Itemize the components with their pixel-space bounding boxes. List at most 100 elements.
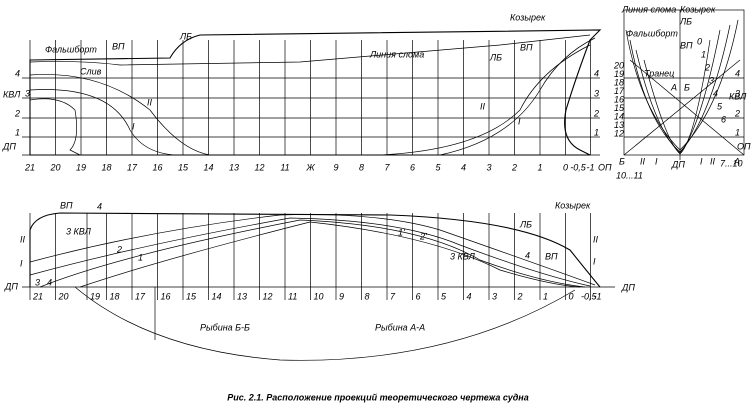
frame-label: 5 — [717, 101, 723, 111]
bottom-label: I — [700, 156, 703, 166]
station-label: 17 — [127, 162, 138, 172]
station-label: 7 — [384, 162, 390, 172]
label: 2' — [419, 231, 427, 241]
wl-label: 2 — [593, 108, 599, 118]
label: ВП — [545, 251, 558, 261]
wl-label: 2 — [14, 108, 20, 118]
station-label: 10 — [314, 291, 324, 301]
station-label: 16 — [161, 291, 171, 301]
wl-label: 1 — [594, 127, 599, 137]
label: 3 КВЛ — [66, 226, 92, 236]
curve — [79, 221, 581, 288]
station-label: 21 — [24, 162, 35, 172]
label: ДП — [621, 282, 635, 292]
label: II — [20, 234, 26, 244]
bottom-label: II — [640, 156, 646, 166]
station-label: 1 — [537, 162, 542, 172]
body-plan-frame — [623, 9, 745, 156]
curve — [29, 98, 81, 156]
wl-label: 1 — [735, 127, 740, 137]
label: I — [593, 256, 596, 266]
station-label: 4 — [467, 291, 472, 301]
station-label: 15 — [186, 291, 197, 301]
station-label: -1 — [594, 291, 602, 301]
wl-label: 3 — [735, 88, 740, 98]
deck-line — [29, 212, 601, 288]
label: А — [670, 82, 677, 92]
frame-label: 18 — [614, 77, 624, 87]
label: КВЛ — [729, 91, 747, 101]
curve — [29, 89, 181, 156]
drawing — [22, 9, 745, 361]
label: II — [480, 101, 486, 111]
station-label: 21 — [32, 291, 43, 301]
station-label: 0 — [569, 291, 574, 301]
bottom-label: I — [655, 156, 658, 166]
label: Б — [684, 82, 690, 92]
wl-label: 2 — [734, 108, 740, 118]
station-label: 19 — [76, 162, 86, 172]
frame-label: 15 — [614, 103, 625, 113]
label: I — [132, 121, 135, 131]
label: ВП — [60, 200, 73, 210]
wl-label: 3 — [594, 88, 599, 98]
bottom-label: II — [710, 156, 716, 166]
label: I — [20, 258, 23, 268]
frame-label: 4 — [713, 88, 718, 98]
station-label: 6 — [410, 162, 415, 172]
station-label: 1 — [543, 291, 548, 301]
station-label: 5 — [435, 162, 441, 172]
frame-label: 16 — [614, 94, 624, 104]
frame-label: 6 — [721, 114, 726, 124]
label: ВП — [680, 40, 693, 50]
label: 7...10 — [720, 158, 743, 168]
station-label: 20 — [58, 291, 69, 301]
station-label: -0,5 — [570, 162, 587, 172]
station-label: 6 — [416, 291, 421, 301]
label: ВП — [520, 42, 533, 52]
label: ОП — [598, 162, 612, 172]
fish — [74, 286, 576, 361]
station-label: 18 — [101, 162, 111, 172]
label: 10...11 — [616, 170, 643, 180]
station-label: 8 — [359, 162, 364, 172]
station-label: 2 — [511, 162, 517, 172]
station-label: 7 — [390, 291, 396, 301]
station-label: 5 — [441, 291, 447, 301]
label: 1' — [398, 227, 405, 237]
curve — [29, 217, 591, 287]
caption: Рис. 2.1. Расположение проекций теоретич… — [227, 392, 529, 402]
wl-label: 4 — [15, 68, 20, 78]
curve — [29, 74, 211, 156]
station-label: 14 — [212, 291, 222, 301]
label: ДП — [2, 141, 16, 151]
frame — [635, 49, 681, 154]
label: 3 — [35, 277, 40, 287]
label: Фальшборт — [45, 44, 97, 54]
label: II — [147, 97, 153, 107]
bottom-label: Б — [619, 156, 625, 166]
label: II — [593, 234, 599, 244]
station-label: 3 — [486, 162, 491, 172]
station-label: 19 — [90, 291, 100, 301]
diag — [629, 59, 745, 156]
frame-label: 14 — [614, 111, 624, 121]
frame — [643, 59, 681, 155]
wl-label: 1 — [15, 127, 20, 137]
label: Рыбина А-А — [375, 322, 425, 332]
station-label: 9 — [339, 291, 344, 301]
curve — [439, 37, 596, 156]
label: Козырек — [555, 200, 591, 210]
label: Транец — [644, 68, 674, 78]
labels: Фальшборт ВП ЛБ Козырек Линия слома Слив… — [2, 4, 751, 402]
label: Козырек — [510, 12, 546, 22]
station-label: 13 — [237, 291, 247, 301]
station-label: -0,5 — [581, 291, 598, 301]
station-label: 16 — [152, 162, 162, 172]
station-label: 9 — [333, 162, 338, 172]
frame-label: 2 — [704, 62, 710, 72]
label: ВП — [112, 41, 125, 51]
station-label: 15 — [178, 162, 189, 172]
station-label: 3 — [492, 291, 497, 301]
